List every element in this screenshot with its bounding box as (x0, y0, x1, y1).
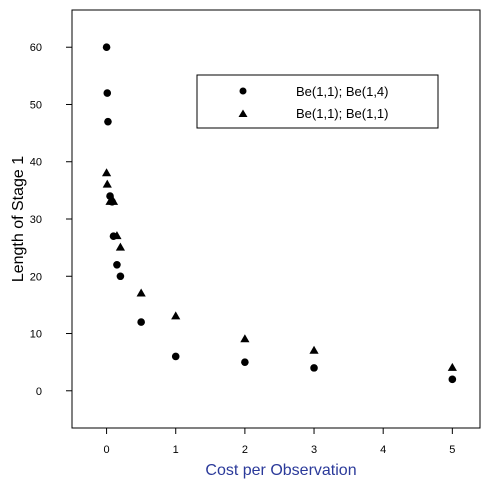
series-2-point (447, 362, 457, 371)
series-1-point (137, 318, 145, 326)
x-tick-label: 2 (242, 444, 248, 456)
series-2-point (309, 345, 319, 354)
series-1-point (171, 352, 180, 361)
series-2-point (171, 311, 181, 320)
series-1-point (102, 43, 111, 52)
y-tick-label: 50 (30, 99, 42, 111)
x-tick-label: 1 (173, 444, 179, 456)
plot-frame (71, 9, 481, 429)
x-axis: 0 1 2 3 4 5 (104, 428, 455, 456)
series-2-point (102, 179, 112, 188)
data-points (101, 43, 457, 384)
series-1-point (310, 364, 318, 372)
series-2-point (108, 196, 119, 205)
x-tick-label: 0 (104, 444, 110, 456)
y-tick-label: 40 (30, 157, 42, 169)
series-2-point (112, 231, 122, 240)
series-2-point (115, 242, 126, 251)
y-axis-title: Length of Stage 1 (10, 156, 27, 282)
x-tick-label: 3 (311, 444, 317, 456)
y-axis: 0 10 20 30 40 50 60 (30, 42, 72, 398)
series-1-point (106, 192, 114, 200)
legend-label-series-2: Be(1,1); Be(1,1) (296, 106, 389, 121)
legend-marker-circle (239, 87, 247, 95)
legend-marker-triangle (238, 109, 248, 117)
series-1-point (241, 358, 249, 366)
x-axis-title: Cost per Observation (205, 462, 356, 479)
x-tick-label: 5 (449, 444, 455, 456)
y-tick-label: 20 (30, 271, 42, 283)
series-2-point (240, 334, 250, 343)
series-1-point (103, 89, 112, 97)
series-1-point (448, 375, 457, 384)
y-tick-label: 30 (30, 214, 42, 226)
legend: Be(1,1); Be(1,4) Be(1,1); Be(1,1) (196, 74, 439, 129)
legend-label-series-1: Be(1,1); Be(1,4) (296, 84, 389, 99)
series-1-point (113, 261, 121, 269)
series-1-point (104, 117, 112, 126)
x-tick-label: 4 (380, 444, 386, 456)
series-1-point (116, 272, 125, 281)
y-tick-label: 0 (36, 386, 42, 398)
series-2-point (101, 168, 112, 177)
legend-box (196, 74, 439, 129)
series-2-point (136, 288, 146, 297)
y-tick-label: 60 (30, 42, 42, 54)
y-tick-label: 10 (30, 329, 42, 341)
